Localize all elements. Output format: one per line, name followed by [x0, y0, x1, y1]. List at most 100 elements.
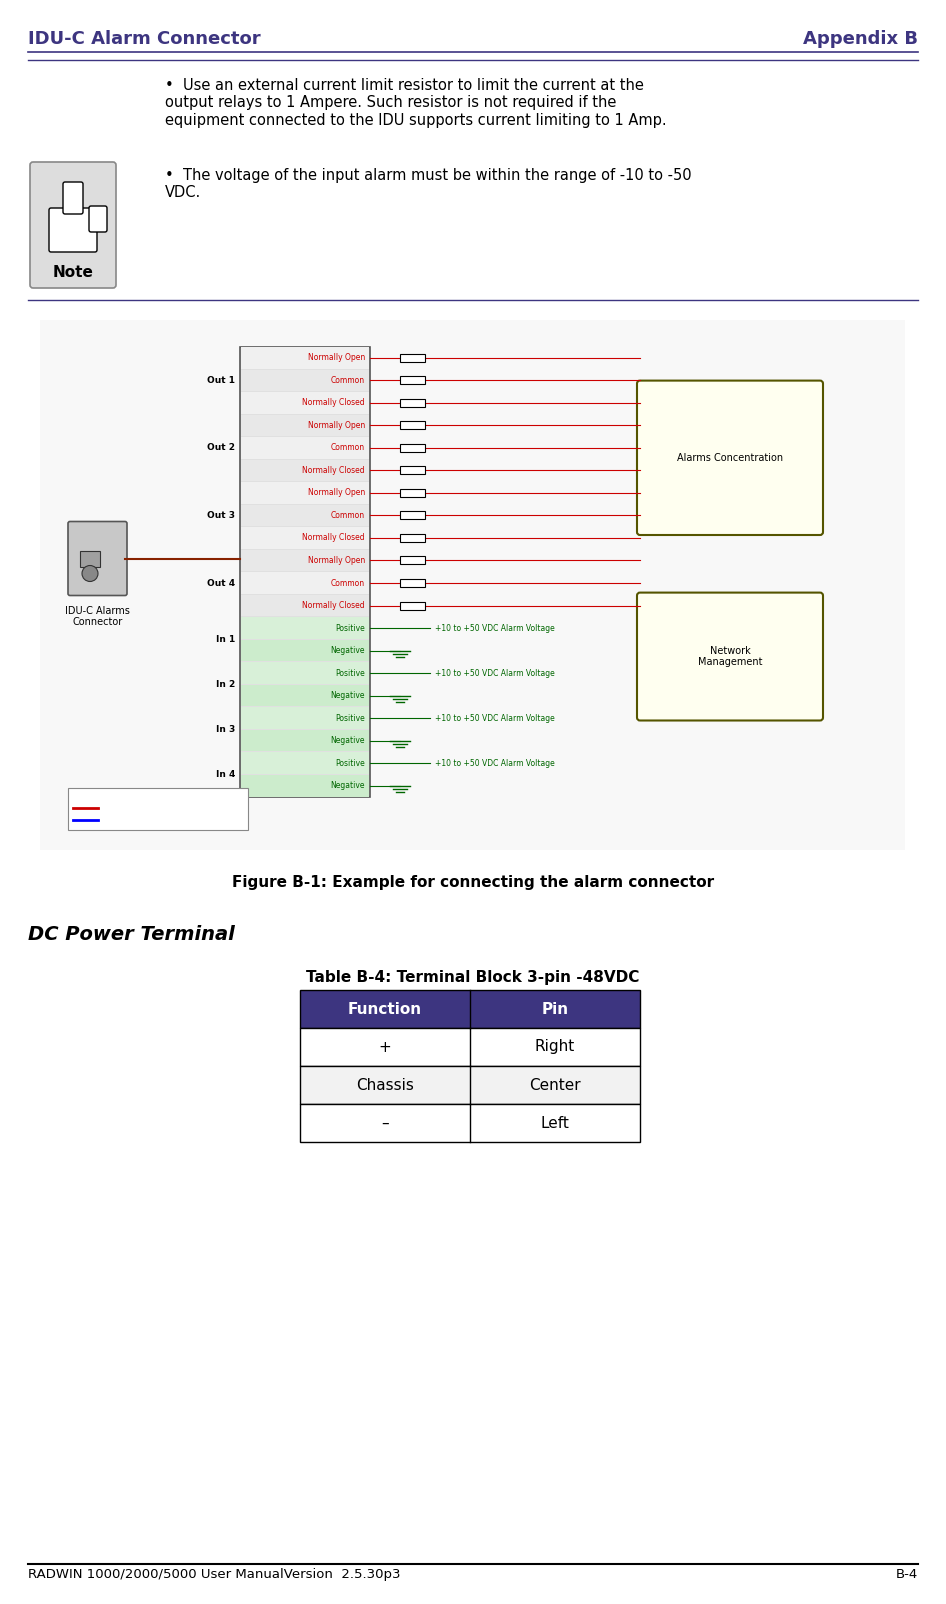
Bar: [241, 438, 369, 459]
Bar: [80, 550, 100, 566]
Text: Negative: Negative: [330, 781, 365, 791]
Bar: [241, 640, 369, 661]
FancyBboxPatch shape: [637, 380, 823, 536]
Text: Appendix B: Appendix B: [803, 30, 918, 48]
Text: Out 3: Out 3: [207, 512, 235, 520]
Text: Normally Open: Normally Open: [307, 353, 365, 363]
Text: Table B-4: Terminal Block 3-pin -48VDC: Table B-4: Terminal Block 3-pin -48VDC: [307, 970, 639, 985]
Bar: [400, 399, 425, 407]
Text: Positive: Positive: [335, 714, 365, 723]
Bar: [400, 377, 425, 385]
Text: Positive: Positive: [335, 759, 365, 768]
Text: Function: Function: [348, 1001, 422, 1017]
Bar: [241, 573, 369, 593]
Text: Negative: Negative: [330, 646, 365, 654]
Text: Network
Management: Network Management: [698, 646, 762, 667]
Text: Center: Center: [529, 1078, 581, 1092]
Circle shape: [82, 566, 98, 582]
Text: B-4: B-4: [896, 1569, 918, 1582]
Bar: [241, 707, 369, 728]
Text: DC Power Source (external): DC Power Source (external): [103, 815, 208, 824]
Text: –: –: [381, 1115, 389, 1131]
Bar: [241, 775, 369, 797]
Text: In 4: In 4: [216, 770, 235, 780]
Text: Normally Closed: Normally Closed: [303, 602, 365, 610]
Text: +: +: [378, 1039, 392, 1054]
Text: Normally Closed: Normally Closed: [303, 534, 365, 542]
Bar: [300, 1028, 640, 1067]
Bar: [400, 512, 425, 520]
Text: Left: Left: [540, 1115, 569, 1131]
Bar: [400, 489, 425, 497]
Text: Common: Common: [331, 579, 365, 587]
Text: IDU-C Alarm Connector: IDU-C Alarm Connector: [28, 30, 261, 48]
Text: •  The voltage of the input alarm must be within the range of -10 to -50
VDC.: • The voltage of the input alarm must be…: [165, 168, 692, 200]
Text: +10 to +50 VDC Alarm Voltage: +10 to +50 VDC Alarm Voltage: [435, 624, 554, 632]
Bar: [400, 579, 425, 587]
Text: In 1: In 1: [216, 635, 235, 643]
Text: +10 to +50 VDC Alarm Voltage: +10 to +50 VDC Alarm Voltage: [435, 714, 554, 723]
Bar: [241, 730, 369, 751]
FancyBboxPatch shape: [68, 521, 127, 595]
Bar: [241, 346, 369, 369]
Bar: [240, 346, 370, 797]
Bar: [241, 483, 369, 504]
Text: Normally Open: Normally Open: [307, 420, 365, 430]
Bar: [241, 505, 369, 526]
Text: Chassis: Chassis: [356, 1078, 414, 1092]
Text: Out 4: Out 4: [207, 579, 235, 587]
Bar: [241, 685, 369, 706]
Bar: [68, 788, 248, 829]
FancyBboxPatch shape: [49, 209, 97, 252]
FancyBboxPatch shape: [30, 162, 116, 289]
Text: Normally Open: Normally Open: [307, 488, 365, 497]
Text: Positive: Positive: [335, 624, 365, 632]
FancyBboxPatch shape: [637, 592, 823, 720]
Text: RADWIN 1000/2000/5000 User ManualVersion  2.5.30p3: RADWIN 1000/2000/5000 User ManualVersion…: [28, 1569, 400, 1582]
Text: DC Power Terminal: DC Power Terminal: [28, 926, 235, 945]
Text: Common: Common: [331, 375, 365, 385]
Bar: [300, 1104, 640, 1142]
Bar: [241, 595, 369, 616]
Bar: [400, 467, 425, 475]
Bar: [241, 391, 369, 414]
Bar: [241, 550, 369, 571]
Bar: [241, 369, 369, 391]
Bar: [241, 618, 369, 638]
Text: Out 1: Out 1: [207, 375, 235, 385]
FancyBboxPatch shape: [89, 205, 107, 233]
Bar: [241, 752, 369, 775]
Text: Right: Right: [534, 1039, 575, 1054]
Text: +10 to +50 VDC Alarm Voltage: +10 to +50 VDC Alarm Voltage: [435, 669, 554, 677]
Bar: [40, 321, 905, 850]
Text: Note: Note: [53, 265, 94, 281]
Text: Negative: Negative: [330, 736, 365, 746]
Bar: [300, 1067, 640, 1104]
Bar: [241, 460, 369, 481]
Bar: [400, 557, 425, 565]
Text: In 3: In 3: [216, 725, 235, 735]
Bar: [241, 662, 369, 683]
Text: In 2: In 2: [216, 680, 235, 688]
Text: IDU-C Alarms
Connector: IDU-C Alarms Connector: [65, 605, 130, 627]
Text: Legend:: Legend:: [73, 791, 111, 800]
FancyBboxPatch shape: [63, 181, 83, 213]
Text: Pin: Pin: [541, 1001, 569, 1017]
Text: Figure B-1: Example for connecting the alarm connector: Figure B-1: Example for connecting the a…: [232, 876, 714, 890]
Text: Common: Common: [331, 512, 365, 520]
Text: Out 2: Out 2: [207, 443, 235, 452]
Text: Alarms Concentration: Alarms Concentration: [677, 452, 783, 464]
Text: Common: Common: [331, 443, 365, 452]
Bar: [400, 444, 425, 452]
Text: Current Limit Resistor (external): Current Limit Resistor (external): [103, 804, 227, 813]
Bar: [400, 422, 425, 430]
Text: Normally Closed: Normally Closed: [303, 465, 365, 475]
Bar: [241, 414, 369, 436]
Text: Normally Closed: Normally Closed: [303, 398, 365, 407]
Text: Positive: Positive: [335, 669, 365, 677]
Text: Negative: Negative: [330, 691, 365, 699]
Bar: [300, 990, 640, 1028]
Text: Normally Open: Normally Open: [307, 557, 365, 565]
Bar: [400, 602, 425, 610]
Bar: [241, 528, 369, 549]
